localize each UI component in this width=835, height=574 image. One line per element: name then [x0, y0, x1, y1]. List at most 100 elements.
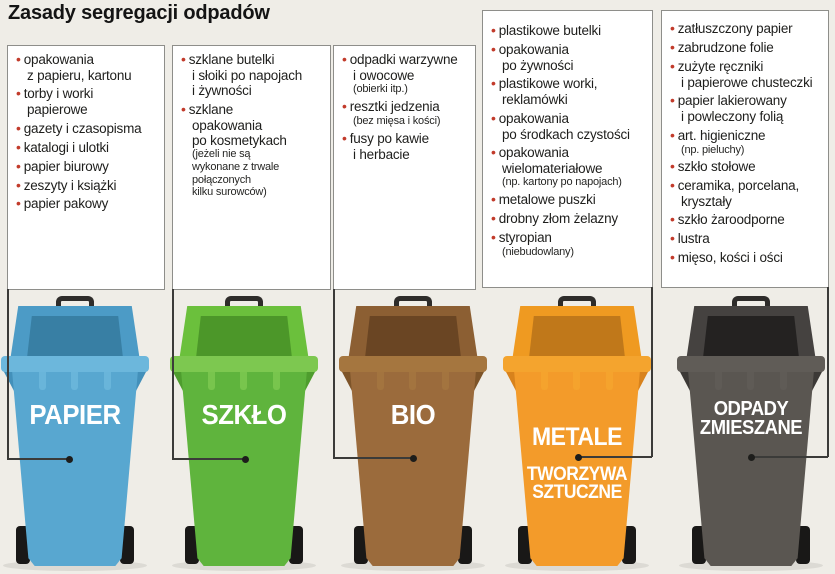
list-item: • plastikowe worki, reklamówki — [491, 75, 649, 107]
list-item: • szkło stołowe — [670, 158, 825, 175]
bin-rim — [1, 356, 149, 372]
list-item: • papier lakierowany i powleczony folią — [670, 92, 825, 125]
connector-line-papier — [7, 289, 9, 459]
bin-hinge-tab — [573, 372, 580, 390]
item-text: papier lakierowany i powleczony folią — [677, 93, 787, 125]
bin-hinge-tab — [71, 372, 78, 390]
bullet-icon: • — [670, 177, 675, 194]
bullet-icon: • — [16, 176, 21, 193]
list-item: • opakowania po żywności — [491, 41, 649, 73]
bin-rim — [339, 356, 487, 372]
connector-line-papier — [7, 458, 69, 460]
item-note: (np. pieluchy) — [681, 143, 745, 156]
list-box-szklo: • szklane butelki i słoiki po napojach i … — [172, 45, 331, 290]
bin-lid-panel — [196, 316, 292, 358]
bin-body — [350, 370, 476, 566]
bin-hinge-tab — [747, 372, 754, 390]
item-text: ceramika, porcelana, kryształy — [677, 178, 800, 210]
bullet-icon: • — [670, 38, 675, 55]
bin-body — [688, 370, 814, 566]
list-item: • zabrudzone folie — [670, 38, 825, 56]
bullet-icon: • — [670, 20, 675, 36]
list-item: • opakowania z papieru, kartonu — [16, 51, 161, 83]
list-item: • lustra — [670, 230, 825, 247]
bin-rim — [677, 356, 825, 372]
bin-sublabel: TWORZYWA SZTUCZNE — [526, 464, 628, 503]
item-text: zeszyty i książki — [23, 177, 117, 193]
bin-szklo: SZKŁO — [170, 295, 318, 574]
item-text: fusy po kawie i herbacie — [349, 130, 429, 162]
bin-pointer-dot-zmieszane — [747, 453, 755, 461]
list-item: • art. higieniczne (np. pieluchy) — [670, 127, 825, 157]
bullet-icon: • — [181, 100, 186, 117]
bin-hinge-tab — [409, 372, 416, 390]
list-item: • zużyte ręczniki i papierowe chusteczki — [670, 58, 825, 90]
connector-line-metale — [651, 287, 653, 457]
bin-body — [181, 370, 307, 566]
item-text: opakowania po środkach czystości — [498, 110, 630, 142]
item-list: • plastikowe butelki • opakowania po żywnoś… — [483, 13, 652, 258]
bullet-icon: • — [342, 51, 347, 67]
item-text: resztki jedzenia — [349, 98, 440, 114]
list-item: • gazety i czasopisma — [16, 120, 161, 137]
bullet-icon: • — [491, 143, 496, 160]
list-item: • opakowania wielomateriałowe (np. kartony… — [491, 143, 649, 189]
list-item: • zatłuszczony papier — [670, 20, 825, 37]
list-item: • fusy po kawie i herbacie — [342, 129, 472, 162]
bullet-icon: • — [491, 22, 496, 38]
item-text: gazety i czasopisma — [23, 120, 142, 136]
list-item: • torby i worki papierowe — [16, 85, 161, 117]
bin-lid-panel — [27, 316, 123, 358]
connector-line-szklo — [172, 289, 174, 459]
list-item: • zeszyty i książki — [16, 176, 161, 194]
item-list: • odpadki warzywne i owocowe (obierki itp.… — [334, 46, 475, 162]
bullet-icon: • — [16, 195, 21, 212]
item-note: (niebudowlany) — [502, 245, 574, 258]
list-item: • papier biurowy — [16, 157, 161, 175]
bin-handle — [732, 296, 770, 311]
list-item: • styropian (niebudowlany) — [491, 229, 649, 259]
bin-hinge-tab — [541, 372, 548, 390]
bin-label: PAPIER — [29, 399, 121, 430]
bin-rim — [170, 356, 318, 372]
bin-hinge-tab — [606, 372, 613, 390]
list-item: • szklane butelki i słoiki po napojach i … — [181, 51, 327, 99]
bin-handle — [558, 296, 596, 311]
item-text: lustra — [677, 231, 710, 247]
bullet-icon: • — [16, 85, 21, 102]
item-text: opakowania po żywności — [498, 41, 574, 73]
list-item: • plastikowe butelki — [491, 22, 649, 39]
bullet-icon: • — [491, 190, 496, 207]
item-list: • szklane butelki i słoiki po napojach i … — [173, 46, 330, 199]
bin-pointer-dot-bio — [409, 454, 417, 462]
bin-lid-panel — [703, 316, 799, 358]
list-item: • opakowania po środkach czystości — [491, 110, 649, 142]
bin-hinge-tab — [377, 372, 384, 390]
bin-label: METALE — [531, 423, 623, 451]
list-item: • szkło żaroodporne — [670, 211, 825, 228]
bullet-icon: • — [670, 211, 675, 228]
item-text: zużyte ręczniki i papierowe chusteczki — [677, 58, 813, 90]
item-list: • zatłuszczony papier • zabrudzone folie • zu… — [662, 11, 828, 266]
list-box-metale-tworzywa: • plastikowe butelki • opakowania po żywnoś… — [482, 10, 653, 288]
bin-label: BIO — [390, 399, 436, 430]
bin-hinge-tab — [715, 372, 722, 390]
bullet-icon: • — [491, 75, 496, 92]
item-text: mięso, kości i ości — [677, 250, 783, 266]
bin-label: SZKŁO — [201, 399, 287, 430]
connector-line-bio — [333, 457, 413, 459]
bullet-icon: • — [670, 249, 675, 266]
bullet-icon: • — [342, 129, 347, 146]
bin-hinge-tab — [39, 372, 46, 390]
bin-lid-panel — [365, 316, 461, 358]
item-text: papier biurowy — [23, 158, 109, 174]
item-text: metalowe puszki — [498, 191, 596, 207]
bin-body — [12, 370, 138, 566]
item-text: papier pakowy — [23, 196, 109, 212]
bin-hinge-tab — [273, 372, 280, 390]
bullet-icon: • — [16, 157, 21, 174]
bullet-icon: • — [16, 138, 21, 155]
bin-handle — [394, 296, 432, 311]
item-text: odpadki warzywne i owocowe — [349, 52, 458, 83]
